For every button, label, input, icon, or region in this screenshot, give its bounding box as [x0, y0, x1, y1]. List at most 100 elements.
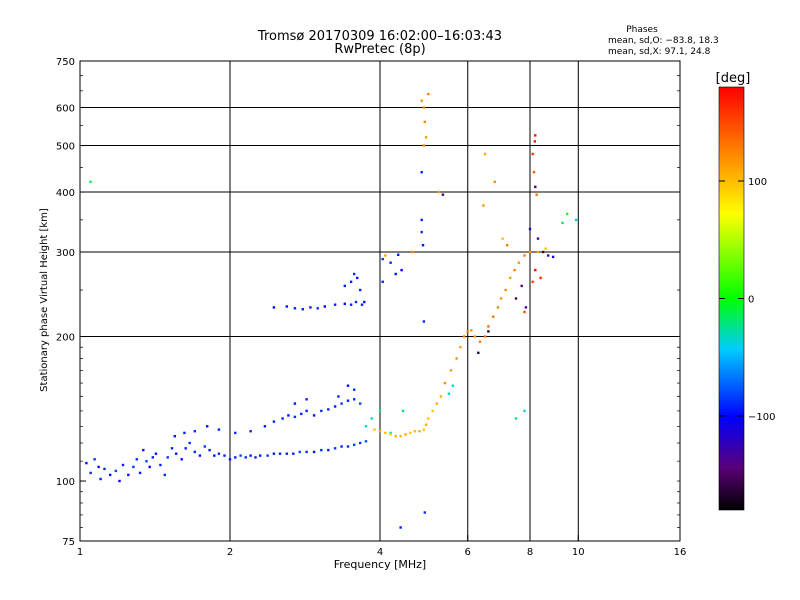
data-point [272, 306, 276, 309]
data-point [359, 441, 362, 445]
data-point [459, 346, 462, 349]
colorbar-tick-label: −100 [748, 412, 775, 423]
data-point [547, 254, 550, 257]
data-point [424, 423, 428, 426]
data-point [188, 441, 191, 445]
y-tick-label: 200 [56, 333, 75, 344]
data-point [364, 425, 368, 428]
data-point [487, 330, 490, 333]
data-point [333, 405, 337, 408]
data-point [346, 399, 350, 402]
data-point [239, 454, 242, 457]
data-point [121, 463, 125, 467]
y-tick-label: 500 [56, 142, 75, 153]
data-point [103, 467, 106, 471]
data-point [93, 458, 96, 461]
data-point [173, 435, 176, 438]
data-point [349, 280, 353, 283]
colorbar-ticks: 100 0 −100 [719, 177, 775, 423]
data-point [193, 450, 196, 454]
phase-stats-o-line: mean, sd,O: −83.8, 18.3 [608, 36, 719, 46]
data-point [427, 92, 430, 96]
data-point [320, 448, 323, 452]
data-point [234, 431, 237, 435]
data-point [423, 120, 426, 124]
data-point [487, 325, 490, 328]
data-point [316, 307, 319, 310]
data-point [413, 430, 417, 433]
data-point [166, 456, 169, 459]
phase-stats-x-line: mean, sd,X: 97.1, 24.8 [608, 47, 711, 57]
data-point [320, 409, 323, 413]
data-point [85, 461, 88, 465]
data-point [228, 458, 232, 461]
x-tick-label: 8 [527, 547, 533, 558]
y-tick-label: 75 [62, 537, 75, 548]
data-point [327, 408, 330, 411]
data-point [292, 452, 295, 455]
data-point [145, 460, 148, 463]
x-tick-label: 2 [227, 547, 233, 558]
data-point [517, 261, 521, 264]
data-point [422, 428, 426, 431]
data-point [411, 250, 414, 254]
data-point [443, 381, 447, 385]
data-point [384, 254, 387, 257]
data-point [449, 369, 453, 372]
data-point [206, 425, 209, 428]
data-point [378, 409, 382, 413]
data-point [531, 152, 534, 156]
data-point [424, 136, 428, 139]
colorbar-tick-label: 0 [748, 295, 754, 306]
data-point [193, 430, 196, 433]
chart-title: Tromsø 20170309 16:02:00–16:03:43 [257, 29, 502, 44]
data-point [354, 300, 358, 304]
data-point [520, 284, 523, 288]
grid-layer [80, 61, 680, 541]
data-point [420, 218, 423, 222]
data-point [535, 193, 538, 196]
data-point [272, 420, 276, 423]
y-tick-label: 100 [56, 477, 75, 488]
data-point [208, 448, 211, 452]
data-point [509, 276, 512, 280]
data-point [353, 388, 356, 391]
data-point [506, 244, 509, 247]
data-point [394, 435, 397, 438]
data-point [293, 402, 297, 405]
data-point [184, 447, 187, 450]
data-point [203, 445, 206, 448]
data-point [305, 409, 308, 413]
data-point [249, 430, 252, 433]
data-point [524, 306, 528, 309]
data-point [183, 431, 186, 435]
data-point [404, 433, 407, 436]
data-point [501, 237, 504, 240]
data-point [281, 417, 284, 420]
data-point [523, 310, 526, 314]
data-point [312, 450, 316, 454]
data-point [534, 268, 537, 272]
data-point [340, 445, 343, 448]
x-axis-label: Frequency [MHz] [334, 558, 426, 571]
data-point [89, 180, 92, 184]
data-point [363, 300, 366, 304]
data-point [504, 288, 507, 292]
data-point [301, 308, 304, 311]
colorbar-tick-label: 100 [748, 177, 767, 188]
data-point [180, 458, 183, 461]
data-point [431, 409, 434, 413]
data-point [132, 465, 135, 469]
data-point [142, 448, 145, 452]
data-point [421, 244, 425, 247]
data-point [353, 272, 356, 276]
data-point [441, 193, 445, 196]
data-point [263, 425, 267, 428]
data-point [266, 454, 269, 457]
data-point [298, 450, 301, 454]
data-point [223, 454, 226, 457]
data-point [293, 307, 297, 310]
data-point [422, 320, 426, 323]
data-point [534, 134, 537, 137]
